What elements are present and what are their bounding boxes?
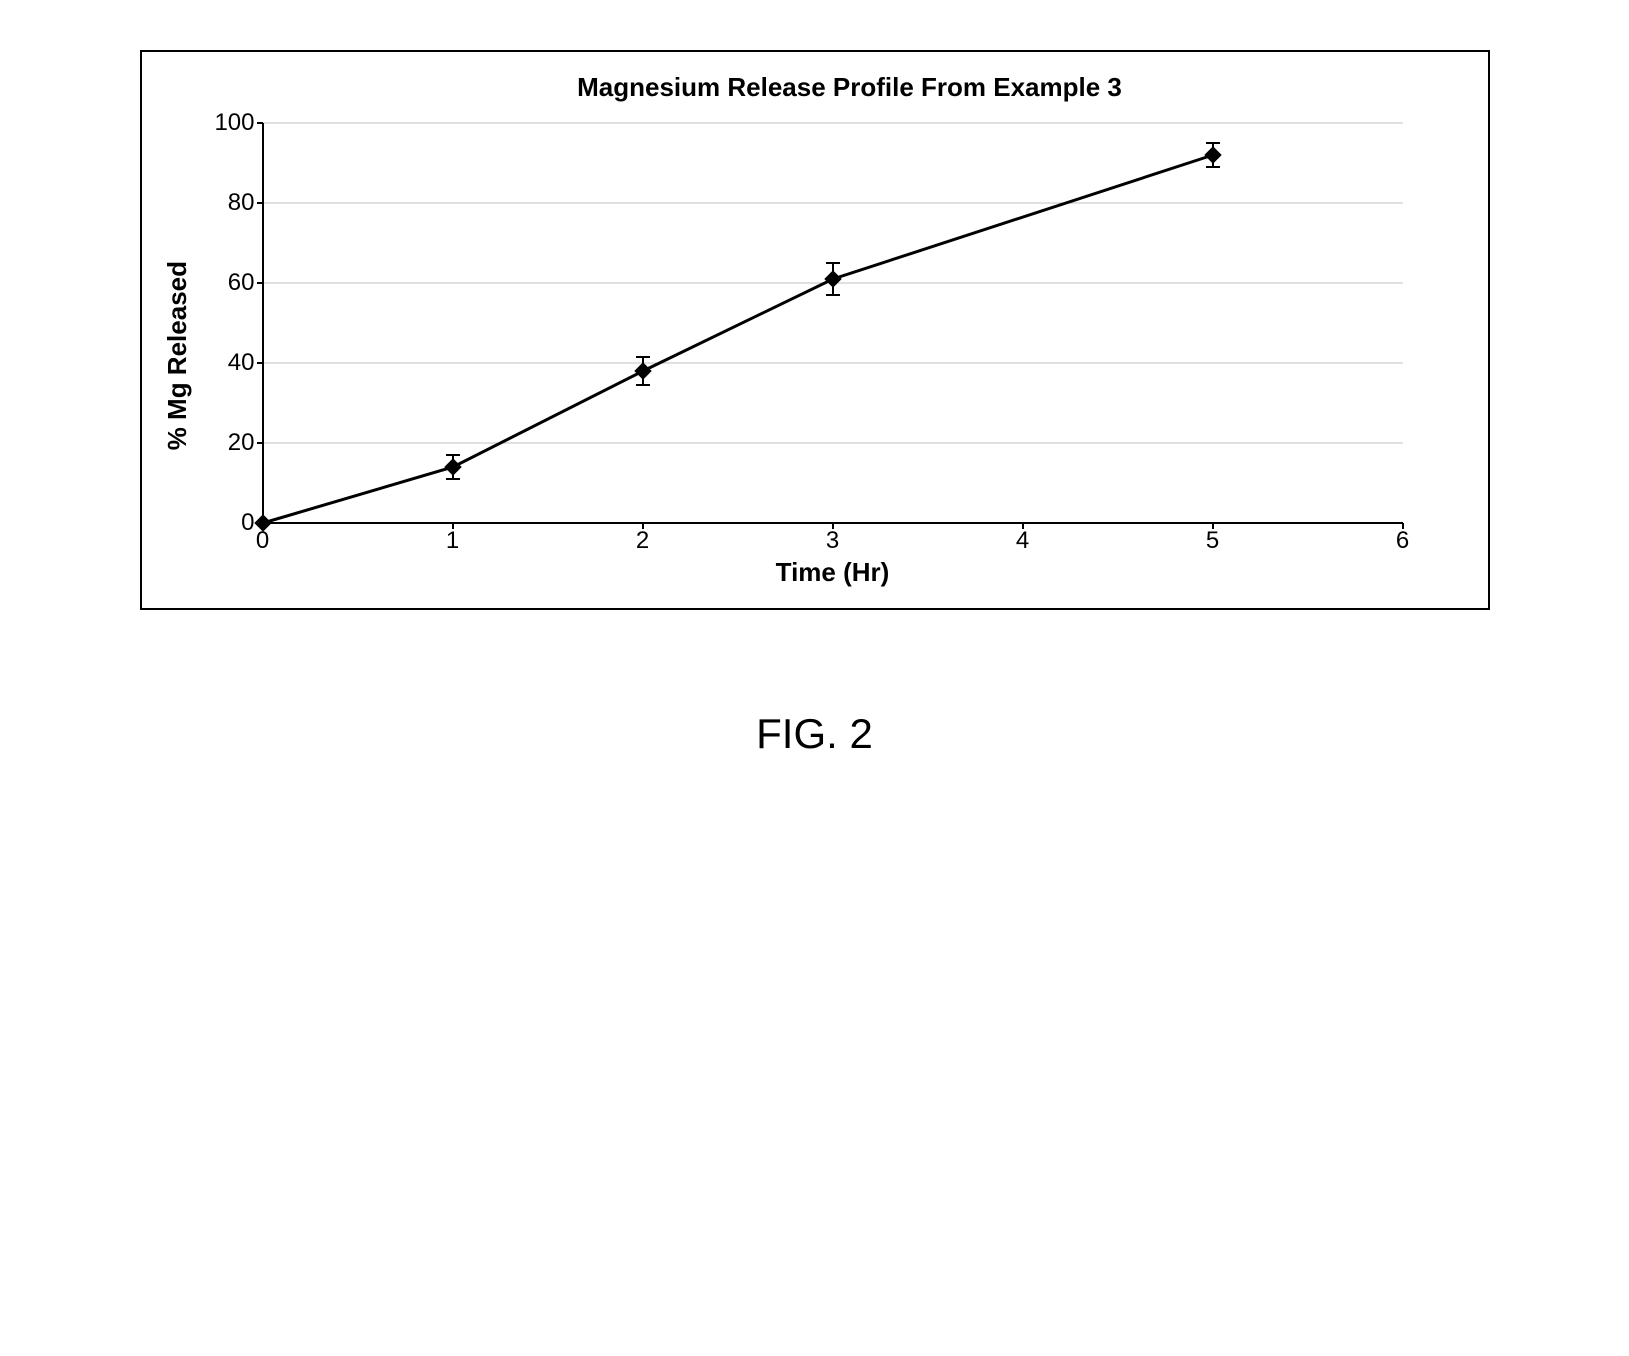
plot-column: 020406080100 0123456 Time (Hr) <box>203 123 1458 588</box>
x-axis-label: Time (Hr) <box>263 557 1403 588</box>
chart-frame: Magnesium Release Profile From Example 3… <box>140 50 1490 610</box>
x-tick-label: 0 <box>256 527 269 555</box>
x-tick-label: 6 <box>1396 527 1409 555</box>
y-ticks: 020406080100 <box>203 123 263 523</box>
y-tick-label: 60 <box>228 269 255 297</box>
x-tick-label: 1 <box>446 527 459 555</box>
x-tick-label: 4 <box>1016 527 1029 555</box>
x-axis-area: 0123456 Time (Hr) <box>263 523 1458 588</box>
y-tick-label: 40 <box>228 349 255 377</box>
x-ticks: 0123456 <box>263 523 1403 553</box>
figure-caption: FIG. 2 <box>140 710 1490 758</box>
x-tick-label: 3 <box>826 527 839 555</box>
plot-row: 020406080100 <box>203 123 1458 523</box>
figure-wrapper: Magnesium Release Profile From Example 3… <box>140 50 1490 758</box>
y-tick-label: 100 <box>214 109 254 137</box>
x-tick-label: 2 <box>636 527 649 555</box>
y-tick-label: 20 <box>228 429 255 457</box>
x-tick-label: 5 <box>1206 527 1219 555</box>
chart-plot <box>263 123 1403 523</box>
y-tick-label: 0 <box>241 509 254 537</box>
y-tick-label: 80 <box>228 189 255 217</box>
y-axis-label: % Mg Released <box>162 261 193 450</box>
chart-title: Magnesium Release Profile From Example 3 <box>242 72 1458 103</box>
chart-body: % Mg Released 020406080100 0123456 Time … <box>162 123 1458 588</box>
